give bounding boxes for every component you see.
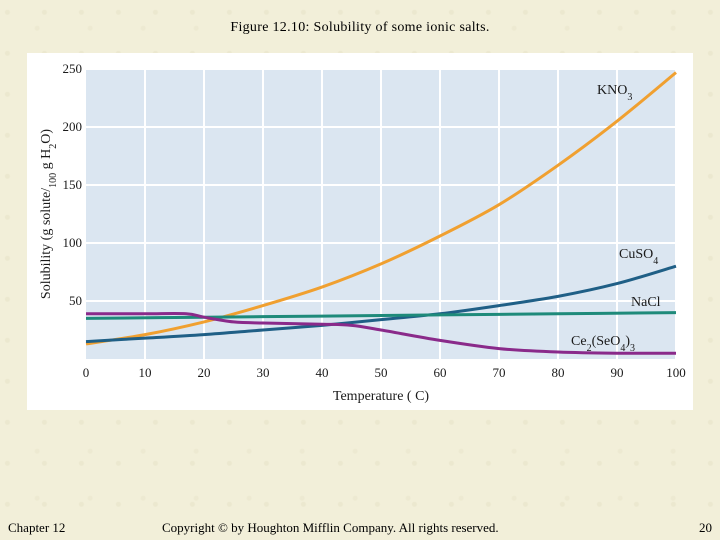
footer-copyright: Copyright © by Houghton Mifflin Company.… — [162, 520, 499, 535]
x-tick-label: 90 — [611, 365, 624, 380]
y-tick-label: 100 — [63, 235, 83, 250]
series-kno3-line — [85, 71, 677, 346]
series-ce2seo43-line — [86, 312, 677, 355]
series-nacl-line — [85, 311, 677, 320]
label-ce2seo43: Ce2(SeO4)3 — [571, 334, 635, 354]
series-cuso4-line — [85, 264, 677, 344]
y-tick-label: 200 — [63, 119, 83, 134]
figure-panel: 0 10 20 30 40 50 60 70 80 90 100 50 100 150 200 250 KNO… — [27, 53, 693, 410]
footer-chapter: Chapter 12 — [8, 520, 66, 535]
x-axis-title: Temperature ( C) — [333, 389, 430, 404]
series-group — [85, 71, 677, 355]
y-axis-title: Solubility (g solute/100 g H2O) — [39, 129, 59, 299]
slide-title: Figure 12.10: Solubility of some ionic s… — [230, 20, 490, 35]
x-tick-label: 50 — [375, 365, 388, 380]
label-nacl: NaCl — [631, 295, 661, 310]
x-tick-label: 20 — [198, 365, 211, 380]
y-tick-label: 150 — [63, 177, 83, 192]
x-tick-label: 40 — [316, 365, 329, 380]
x-tick-label: 100 — [666, 365, 686, 380]
tick-labels: 0 10 20 30 40 50 60 70 80 90 100 50 100 150 200 250 — [63, 61, 686, 380]
x-tick-label: 80 — [552, 365, 565, 380]
x-tick-label: 10 — [139, 365, 152, 380]
label-cuso4: CuSO4 — [619, 247, 658, 267]
y-tick-label: 250 — [63, 61, 83, 76]
y-tick-label: 50 — [69, 293, 82, 308]
x-tick-label: 60 — [434, 365, 447, 380]
solubility-chart: 0 10 20 30 40 50 60 70 80 90 100 50 100 150 200 250 KNO… — [39, 61, 686, 404]
grid — [86, 68, 677, 359]
x-tick-label: 70 — [493, 365, 506, 380]
series-labels: KNO3 CuSO4 NaCl Ce2(SeO4)3 — [571, 83, 661, 354]
label-kno3: KNO3 — [597, 83, 632, 103]
x-tick-label: 0 — [83, 365, 90, 380]
x-tick-label: 30 — [257, 365, 270, 380]
footer-page-number: 20 — [699, 520, 712, 535]
